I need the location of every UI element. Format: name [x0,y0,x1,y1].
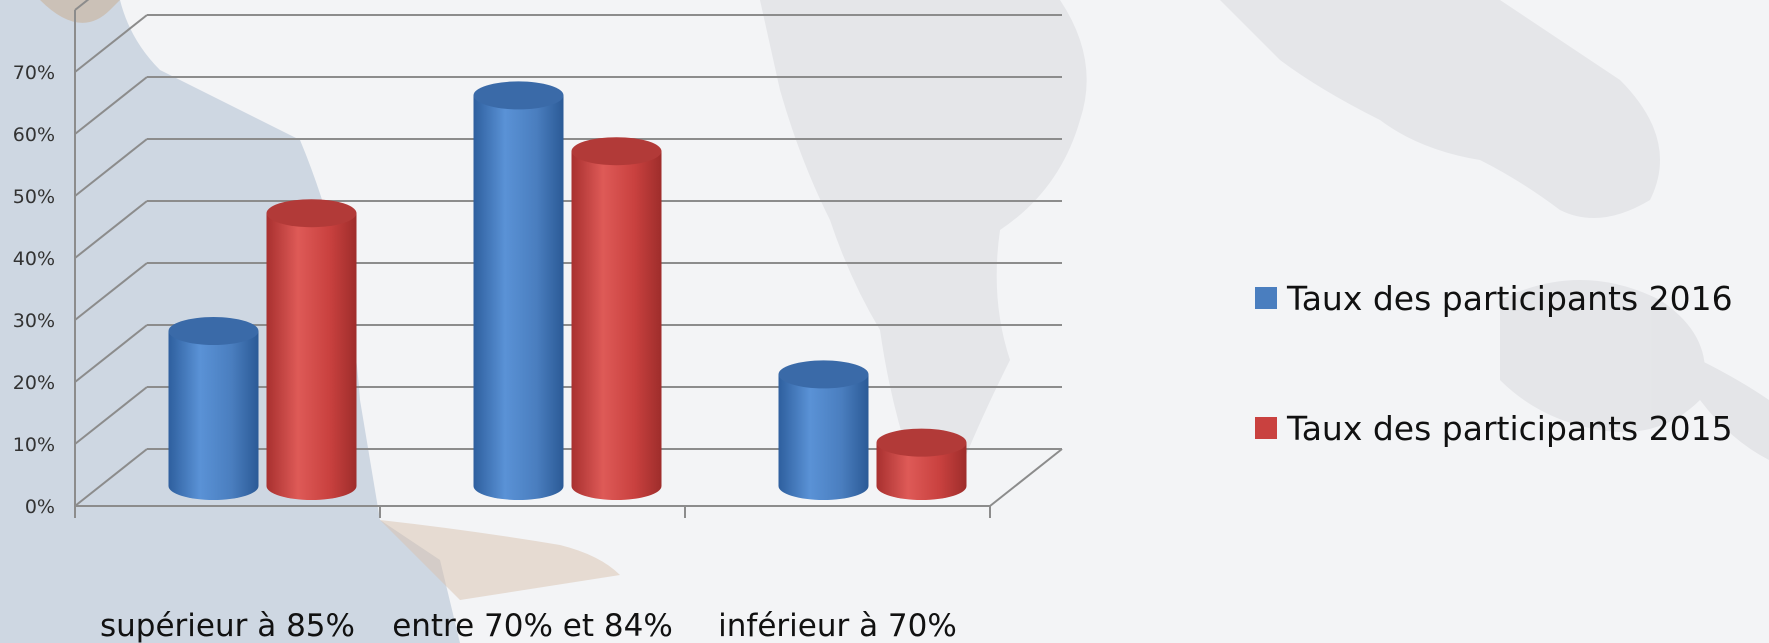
category-label-0: supérieur à 85% [100,608,355,643]
legend-item-2015: Taux des participants 2015 [1255,398,1755,458]
bar-body-2-1 [876,442,967,500]
legend-swatch-2015 [1255,417,1277,439]
chart-legend: Taux des participants 2016 Taux des part… [1255,268,1755,528]
bar-body-1-0 [473,95,564,501]
y-tick-label-1: 10% [13,434,55,456]
bar-body-0-1 [266,213,357,500]
gridline-side-0 [74,448,148,507]
bar-top-0-1 [266,199,357,228]
gridline-side-10 [74,386,148,445]
y-tick-label-7: 70% [13,62,55,84]
bar-1-0 [473,81,564,501]
legend-label-2015: Taux des participants 2015 [1287,408,1733,448]
category-label-1: entre 70% et 84% [392,608,673,643]
category-label-2: inférieur à 70% [718,608,957,643]
bar-body-0-0 [168,331,259,500]
y-tick-label-0: 0% [25,496,55,518]
bar-top-1-0 [473,81,564,110]
gridline-side-20 [74,324,148,383]
chart-labels: 0% 10% 20% 30% 40% 50% 60% 70% supérieur à 85% en… [13,62,957,643]
bar-body-1-1 [571,151,662,500]
gridline-side-30 [74,262,148,321]
gridline-side-80 [74,0,90,11]
gridline-side-50 [74,138,148,197]
bar-2-0 [778,360,869,500]
bar-2-1 [876,428,967,500]
bar-top-1-1 [571,137,662,166]
bar-top-2-1 [876,428,967,457]
gridline-side-70 [74,14,148,73]
y-tick-label-5: 50% [13,186,55,208]
bar-0-0 [168,317,259,500]
y-tick-label-4: 40% [13,248,55,270]
y-tick-label-6: 60% [13,124,55,146]
y-tick-label-2: 20% [13,372,55,394]
legend-label-2016: Taux des participants 2016 [1287,278,1733,318]
bar-body-2-0 [778,374,869,500]
legend-swatch-2016 [1255,287,1277,309]
bar-top-0-0 [168,317,259,345]
floor-right-edge [989,448,1063,507]
chart-bars [168,81,967,501]
gridline-side-40 [74,200,148,259]
bar-0-1 [266,199,357,500]
bar-1-1 [571,137,662,500]
bar-top-2-0 [778,360,869,389]
world-map-shapes [760,0,1769,483]
legend-item-2016: Taux des participants 2016 [1255,268,1755,328]
gridline-side-60 [74,76,148,135]
y-tick-label-3: 30% [13,310,55,332]
